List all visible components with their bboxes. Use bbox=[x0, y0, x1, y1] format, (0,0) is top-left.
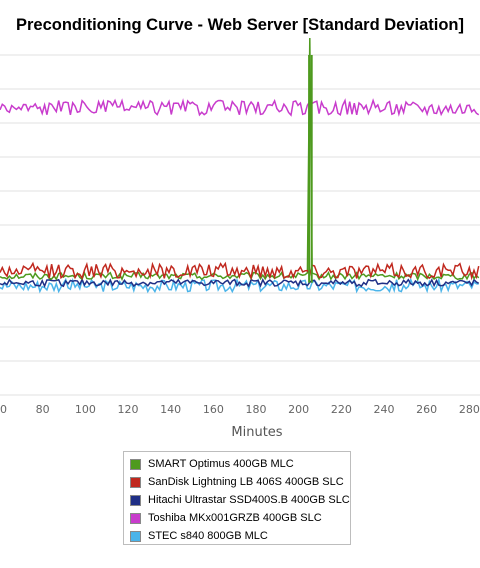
legend-item: Toshiba MKx001GRZB 400GB SLC bbox=[130, 510, 322, 526]
legend-swatch bbox=[130, 476, 141, 488]
series-line bbox=[0, 277, 480, 288]
legend: SMART Optimus 400GB MLC SanDisk Lightning… bbox=[123, 451, 351, 545]
x-tick-label: 280 bbox=[459, 403, 480, 416]
x-tick-label: 220 bbox=[331, 403, 352, 416]
x-tick-label: 200 bbox=[288, 403, 309, 416]
x-tick-label: 120 bbox=[118, 403, 139, 416]
series-line bbox=[0, 98, 480, 117]
x-tick-label: 80 bbox=[36, 403, 50, 416]
x-tick-label: 100 bbox=[75, 403, 96, 416]
legend-swatch bbox=[130, 494, 141, 506]
legend-swatch bbox=[130, 458, 141, 470]
x-axis-label: Minutes bbox=[231, 425, 282, 440]
x-tick-label: 240 bbox=[374, 403, 395, 416]
x-tick-labels: 60 80 100 120 140 160 180 200 220 240 260 280 bbox=[0, 403, 480, 416]
legend-label: Toshiba MKx001GRZB 400GB SLC bbox=[148, 512, 322, 524]
x-tick-label: 160 bbox=[203, 403, 224, 416]
legend-swatch bbox=[130, 512, 141, 524]
chart-title: Preconditioning Curve - Web Server [Stan… bbox=[15, 16, 465, 34]
legend-label: SMART Optimus 400GB MLC bbox=[148, 458, 294, 470]
legend-swatch bbox=[130, 530, 141, 542]
legend-label: SanDisk Lightning LB 406S 400GB SLC bbox=[148, 476, 344, 488]
legend-label: STEC s840 800GB MLC bbox=[148, 530, 268, 542]
series-line bbox=[0, 261, 480, 281]
series-line bbox=[0, 276, 479, 294]
series-line bbox=[0, 37, 480, 282]
legend-label: Hitachi Ultrastar SSD400S.B 400GB SLC bbox=[148, 494, 350, 506]
x-tick-label: 60 bbox=[0, 403, 7, 416]
x-tick-label: 140 bbox=[160, 403, 181, 416]
chart-plot: 60 80 100 120 140 160 180 200 220 240 260 280 Minut… bbox=[0, 37, 480, 440]
series-lines bbox=[0, 37, 480, 294]
legend-item: Hitachi Ultrastar SSD400S.B 400GB SLC bbox=[130, 492, 350, 508]
legend-item: SanDisk Lightning LB 406S 400GB SLC bbox=[130, 474, 344, 490]
x-tick-label: 260 bbox=[416, 403, 437, 416]
legend-item: STEC s840 800GB MLC bbox=[130, 528, 268, 544]
legend-item: SMART Optimus 400GB MLC bbox=[130, 456, 294, 472]
x-tick-label: 180 bbox=[246, 403, 267, 416]
grid-lines bbox=[0, 54, 480, 396]
